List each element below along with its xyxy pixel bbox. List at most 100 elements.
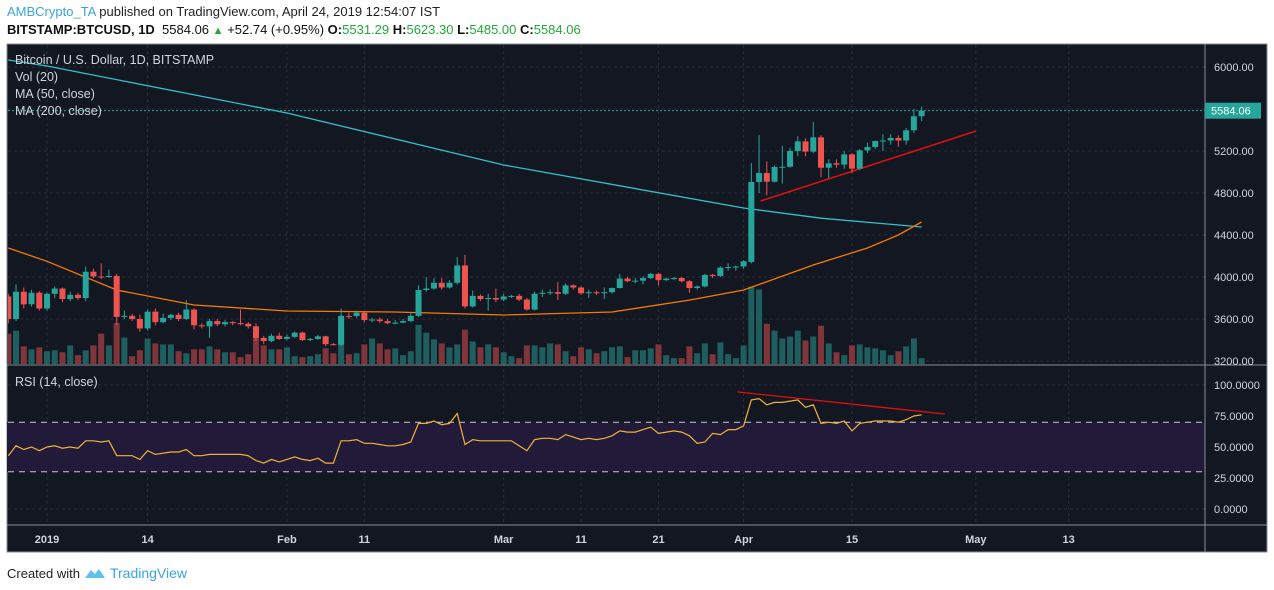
candle-up [701,274,708,287]
candle-down [129,315,136,319]
candle-up [717,267,724,276]
author-link[interactable]: AMBCrypto_TA [7,4,96,19]
volume-bar [44,351,50,364]
volume-bar [36,347,43,364]
rsi-tick: 100.0000 [1214,380,1260,392]
volume-bar [160,344,167,364]
volume-bar [779,338,786,364]
candle-up [841,154,848,165]
candle-up [910,116,917,131]
volume-bar [794,330,801,364]
candle-down [113,275,120,317]
volume-bar [67,345,74,364]
open-value: 5531.29 [342,22,390,37]
volume-bar [469,341,476,364]
volume-bar [129,356,136,364]
volume-bar [492,347,499,364]
candle-up [609,288,616,293]
volume-bar [237,357,244,364]
close-value: 5584.06 [533,22,581,37]
candle-up [485,298,492,300]
price-tick: 4400.00 [1214,230,1254,242]
volume-bar [82,350,89,364]
candle-up [144,311,151,329]
candle-up [307,338,314,340]
candle-down [36,292,43,309]
rsi-band-lines [8,421,1205,473]
last-price: 5584.06 [162,22,210,37]
volume-bar [670,358,677,364]
legend-ma50[interactable]: MA (50, close) [15,87,95,101]
candle-up [562,285,569,294]
volume-bar [918,358,925,364]
volume-bar [802,340,809,364]
candle-up [268,335,275,342]
candle-down [74,294,81,298]
volume-bar [105,345,112,364]
volume-bar [222,352,229,364]
ohlc-header: BITSTAMP:BTCUSD, 1D 5584.06 ▲ +52.74 (+0… [7,22,581,37]
candle-up [531,293,538,310]
volume-bar [384,349,391,364]
candle-down [678,278,685,282]
legend-rsi[interactable]: RSI (14, close) [15,375,98,389]
candle-up [392,322,399,324]
publish-info: AMBCrypto_TA published on TradingView.co… [7,4,440,19]
candle-up [694,286,701,289]
candle-down [20,291,27,305]
volume-bar [547,343,554,364]
candle-up [469,295,476,307]
candle-down [361,312,368,321]
time-label: 15 [846,534,858,546]
volume-bar [825,343,832,364]
price-axis[interactable]: 6000.00 5200.00 4800.00 4400.00 4000.00 … [1214,62,1254,368]
candle-up [879,140,886,142]
candle-up [810,137,817,152]
low-value: 5485.00 [469,22,517,37]
volume-bar [864,347,871,364]
tradingview-link[interactable]: TradingView [109,565,188,581]
price-tick: 3200.00 [1214,356,1254,368]
chart-title[interactable]: Bitcoin / U.S. Dollar, 1D, BITSTAMP [15,53,215,67]
candle-down [523,299,530,310]
candle-up [725,267,732,269]
candle-down [245,323,252,327]
volume-bar [369,338,376,364]
candle-down [578,287,585,294]
candle-down [570,285,577,288]
time-label: Feb [277,534,297,546]
rsi-tick: 50.0000 [1214,442,1254,454]
time-label: 13 [1063,534,1075,546]
rsi-axis[interactable]: 100.0000 75.0000 50.0000 25.0000 0.0000 [1214,380,1260,516]
volume-bar [740,345,747,364]
candle-down [98,276,105,278]
candle-up [13,291,20,319]
volume-bar [446,347,453,364]
volume-bar [748,286,755,364]
volume-bar [330,353,337,364]
legend-ma200[interactable]: MA (200, close) [15,104,102,118]
volume-bar [268,349,275,364]
candle-down [152,311,159,323]
candle-up [206,321,213,327]
volume-bar [152,343,159,364]
rsi-tick: 75.0000 [1214,411,1254,423]
candle-up [539,292,546,294]
chart-frame [6,43,1268,553]
volume-bar [678,358,685,364]
volume-bar [314,354,321,364]
volume-bar [531,345,538,364]
publish-text: published on TradingView.com, April 24, … [99,4,441,19]
volume-bar [252,337,259,364]
legend-volume[interactable]: Vol (20) [15,70,59,84]
volume-bar [725,354,732,364]
candle-down [276,335,283,339]
low-label: L: [457,22,470,37]
time-axis[interactable]: 2019 14 Feb 11 Mar 11 21 Apr 15 May 13 [35,534,1075,546]
volume-bar [872,348,879,364]
last-price-badge [1205,102,1261,119]
rsi-trendline [737,391,945,415]
volume-bar [307,356,314,364]
volume-bar [887,355,894,364]
